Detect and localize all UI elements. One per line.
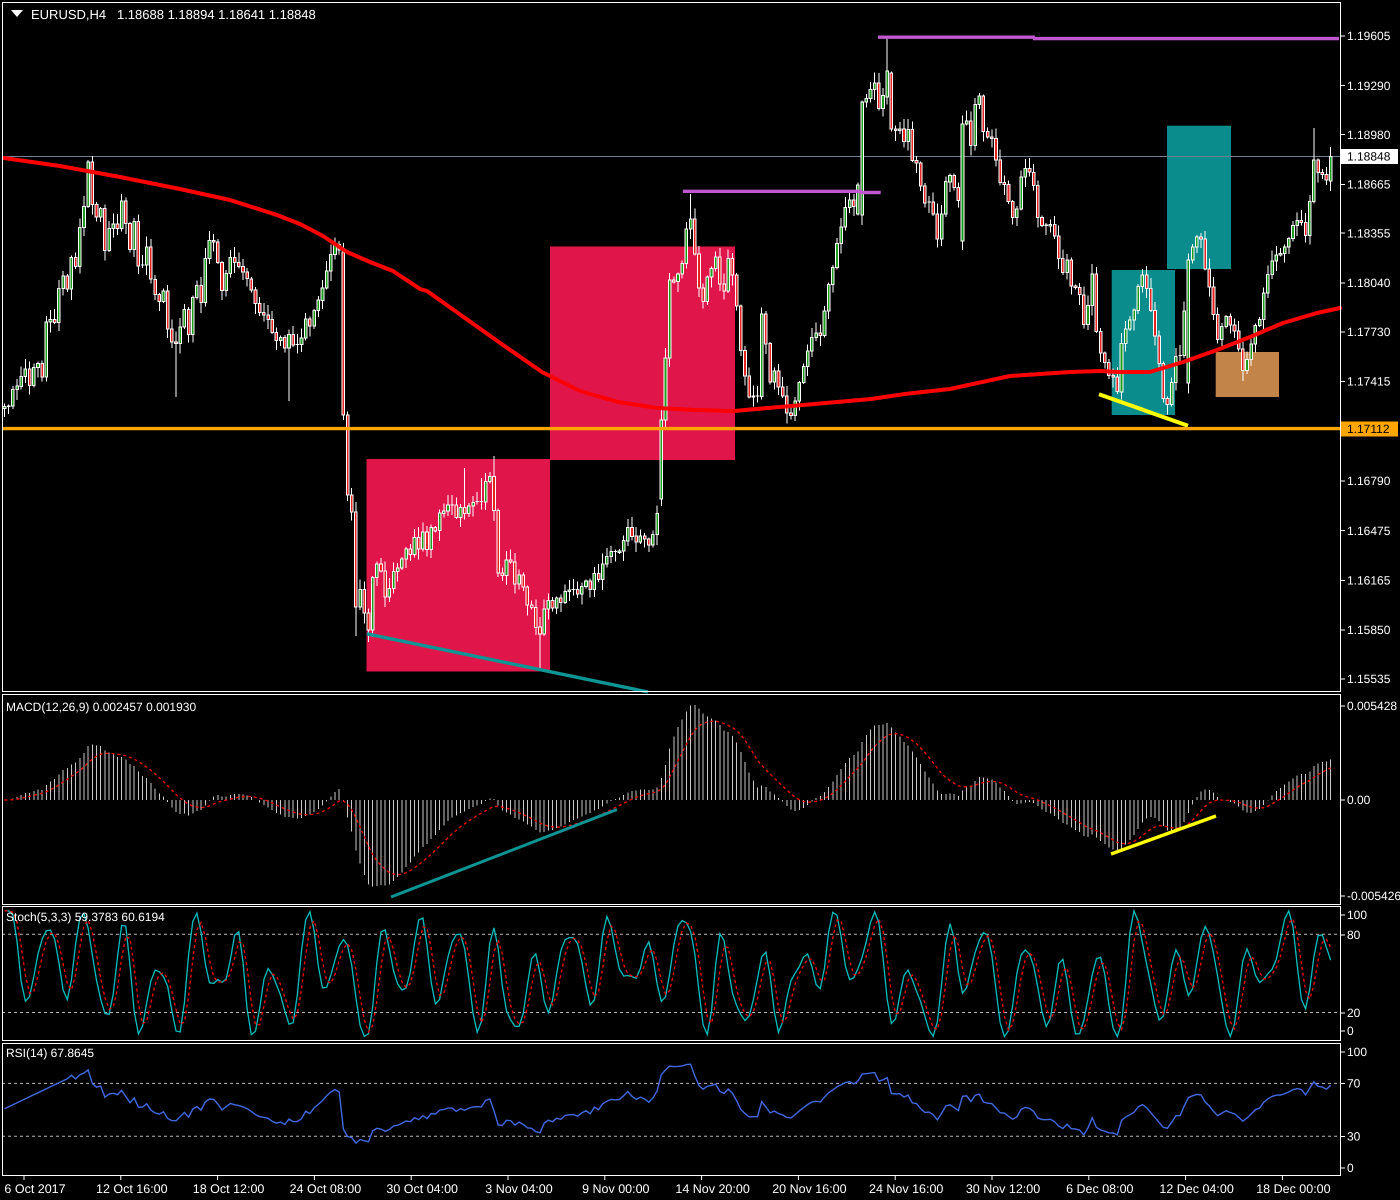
svg-text:30: 30 xyxy=(1347,1130,1361,1144)
svg-text:9 Nov 00:00: 9 Nov 00:00 xyxy=(582,1182,649,1196)
svg-text:0.00: 0.00 xyxy=(1347,793,1371,807)
svg-text:0: 0 xyxy=(1347,1161,1354,1175)
svg-text:24 Nov 16:00: 24 Nov 16:00 xyxy=(869,1182,943,1196)
svg-text:3 Nov 04:00: 3 Nov 04:00 xyxy=(485,1182,552,1196)
svg-text:Stoch(5,3,3) 59.3783 60.6194: Stoch(5,3,3) 59.3783 60.6194 xyxy=(6,910,165,924)
svg-text:-0.005426: -0.005426 xyxy=(1347,889,1400,903)
svg-text:6 Dec 08:00: 6 Dec 08:00 xyxy=(1066,1182,1133,1196)
svg-text:1.19605: 1.19605 xyxy=(1347,29,1391,43)
svg-text:MACD(12,26,9) 0.002457 0.00193: MACD(12,26,9) 0.002457 0.001930 xyxy=(6,700,196,714)
svg-text:1.16475: 1.16475 xyxy=(1347,524,1391,538)
svg-text:100: 100 xyxy=(1347,1045,1367,1059)
svg-text:30 Nov 12:00: 30 Nov 12:00 xyxy=(966,1182,1040,1196)
svg-text:1.18848: 1.18848 xyxy=(1347,150,1391,164)
svg-text:0: 0 xyxy=(1347,1024,1354,1038)
svg-text:0.005428: 0.005428 xyxy=(1347,699,1397,713)
svg-text:1.19290: 1.19290 xyxy=(1347,79,1391,93)
svg-text:18 Dec 00:00: 18 Dec 00:00 xyxy=(1256,1182,1330,1196)
svg-text:100: 100 xyxy=(1347,908,1367,922)
svg-text:1.16790: 1.16790 xyxy=(1347,474,1391,488)
svg-text:1.16165: 1.16165 xyxy=(1347,574,1391,588)
svg-text:18 Oct 12:00: 18 Oct 12:00 xyxy=(193,1182,265,1196)
svg-text:EURUSD,H4 1.18688 1.18894 1.: EURUSD,H4 1.18688 1.18894 1.18641 1.1884… xyxy=(31,7,316,22)
svg-text:1.18980: 1.18980 xyxy=(1347,128,1391,142)
svg-text:1.17415: 1.17415 xyxy=(1347,375,1391,389)
svg-text:80: 80 xyxy=(1347,928,1361,942)
svg-text:30 Oct 04:00: 30 Oct 04:00 xyxy=(386,1182,458,1196)
svg-text:1.15850: 1.15850 xyxy=(1347,623,1391,637)
svg-text:1.15535: 1.15535 xyxy=(1347,672,1391,686)
svg-text:1.17730: 1.17730 xyxy=(1347,325,1391,339)
svg-text:1.18040: 1.18040 xyxy=(1347,276,1391,290)
svg-text:1.18665: 1.18665 xyxy=(1347,178,1391,192)
svg-text:24 Oct 08:00: 24 Oct 08:00 xyxy=(290,1182,362,1196)
svg-text:6 Oct 2017: 6 Oct 2017 xyxy=(4,1182,65,1196)
svg-text:20 Nov 16:00: 20 Nov 16:00 xyxy=(772,1182,846,1196)
svg-text:RSI(14) 67.8645: RSI(14) 67.8645 xyxy=(6,1046,94,1060)
svg-text:12 Dec 04:00: 12 Dec 04:00 xyxy=(1159,1182,1233,1196)
svg-text:70: 70 xyxy=(1347,1077,1361,1091)
svg-text:20: 20 xyxy=(1347,1006,1361,1020)
svg-text:14 Nov 20:00: 14 Nov 20:00 xyxy=(675,1182,749,1196)
svg-text:1.18355: 1.18355 xyxy=(1347,226,1391,240)
svg-text:12 Oct 16:00: 12 Oct 16:00 xyxy=(96,1182,168,1196)
svg-text:1.17112: 1.17112 xyxy=(1347,422,1390,436)
